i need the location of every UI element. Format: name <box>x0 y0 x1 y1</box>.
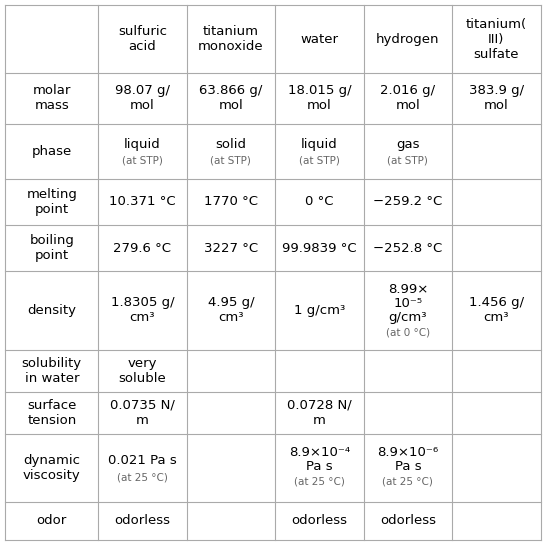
Text: 8.9×10⁻⁶: 8.9×10⁻⁶ <box>377 446 438 459</box>
Text: 279.6 °C: 279.6 °C <box>114 242 171 255</box>
Text: 383.9 g/
mol: 383.9 g/ mol <box>468 84 524 112</box>
Text: sulfuric
acid: sulfuric acid <box>118 25 167 53</box>
Text: (at STP): (at STP) <box>299 155 340 165</box>
Text: odorless: odorless <box>292 514 347 527</box>
Text: 1.456 g/
cm³: 1.456 g/ cm³ <box>468 296 524 324</box>
Text: 0.0728 N/
m: 0.0728 N/ m <box>287 399 352 427</box>
Text: solid: solid <box>215 137 246 150</box>
Text: 0 °C: 0 °C <box>305 195 334 208</box>
Text: 18.015 g/
mol: 18.015 g/ mol <box>288 84 351 112</box>
Text: (at 25 °C): (at 25 °C) <box>117 472 168 482</box>
Text: −259.2 °C: −259.2 °C <box>373 195 442 208</box>
Text: 99.9839 °C: 99.9839 °C <box>282 242 357 255</box>
Text: −252.8 °C: −252.8 °C <box>373 242 442 255</box>
Text: odor: odor <box>37 514 67 527</box>
Text: 8.9×10⁻⁴: 8.9×10⁻⁴ <box>289 446 350 459</box>
Text: 1770 °C: 1770 °C <box>204 195 258 208</box>
Text: molar
mass: molar mass <box>33 84 71 112</box>
Text: liquid: liquid <box>301 137 338 150</box>
Text: (at STP): (at STP) <box>387 155 428 165</box>
Text: solubility
in water: solubility in water <box>22 356 82 385</box>
Text: (at STP): (at STP) <box>122 155 163 165</box>
Text: titanium(
III)
sulfate: titanium( III) sulfate <box>466 18 527 60</box>
Text: (at 25 °C): (at 25 °C) <box>382 476 434 486</box>
Text: surface
tension: surface tension <box>27 399 76 427</box>
Text: density: density <box>27 304 76 317</box>
Text: 63.866 g/
mol: 63.866 g/ mol <box>199 84 263 112</box>
Text: very
soluble: very soluble <box>118 356 166 385</box>
Text: boiling
point: boiling point <box>29 234 74 262</box>
Text: Pa s: Pa s <box>306 459 333 473</box>
Text: 4.95 g/
cm³: 4.95 g/ cm³ <box>207 296 254 324</box>
Text: 1.8305 g/
cm³: 1.8305 g/ cm³ <box>110 296 174 324</box>
Text: hydrogen: hydrogen <box>376 33 440 46</box>
Text: 3227 °C: 3227 °C <box>204 242 258 255</box>
Text: water: water <box>300 33 339 46</box>
Text: (at 0 °C): (at 0 °C) <box>386 328 430 337</box>
Text: 2.016 g/
mol: 2.016 g/ mol <box>380 84 435 112</box>
Text: 10.371 °C: 10.371 °C <box>109 195 176 208</box>
Text: (at 25 °C): (at 25 °C) <box>294 476 345 486</box>
Text: odorless: odorless <box>380 514 436 527</box>
Text: 98.07 g/
mol: 98.07 g/ mol <box>115 84 170 112</box>
Text: gas: gas <box>396 137 419 150</box>
Text: odorless: odorless <box>114 514 170 527</box>
Text: g/cm³: g/cm³ <box>389 311 427 324</box>
Text: Pa s: Pa s <box>395 459 421 473</box>
Text: phase: phase <box>32 144 72 158</box>
Text: 8.99×: 8.99× <box>388 283 428 296</box>
Text: 1 g/cm³: 1 g/cm³ <box>294 304 345 317</box>
Text: liquid: liquid <box>124 137 161 150</box>
Text: 10⁻⁵: 10⁻⁵ <box>393 297 423 310</box>
Text: 0.021 Pa s: 0.021 Pa s <box>108 454 177 467</box>
Text: dynamic
viscosity: dynamic viscosity <box>23 454 81 482</box>
Text: melting
point: melting point <box>26 188 77 216</box>
Text: titanium
monoxide: titanium monoxide <box>198 25 264 53</box>
Text: (at STP): (at STP) <box>210 155 251 165</box>
Text: 0.0735 N/
m: 0.0735 N/ m <box>110 399 175 427</box>
